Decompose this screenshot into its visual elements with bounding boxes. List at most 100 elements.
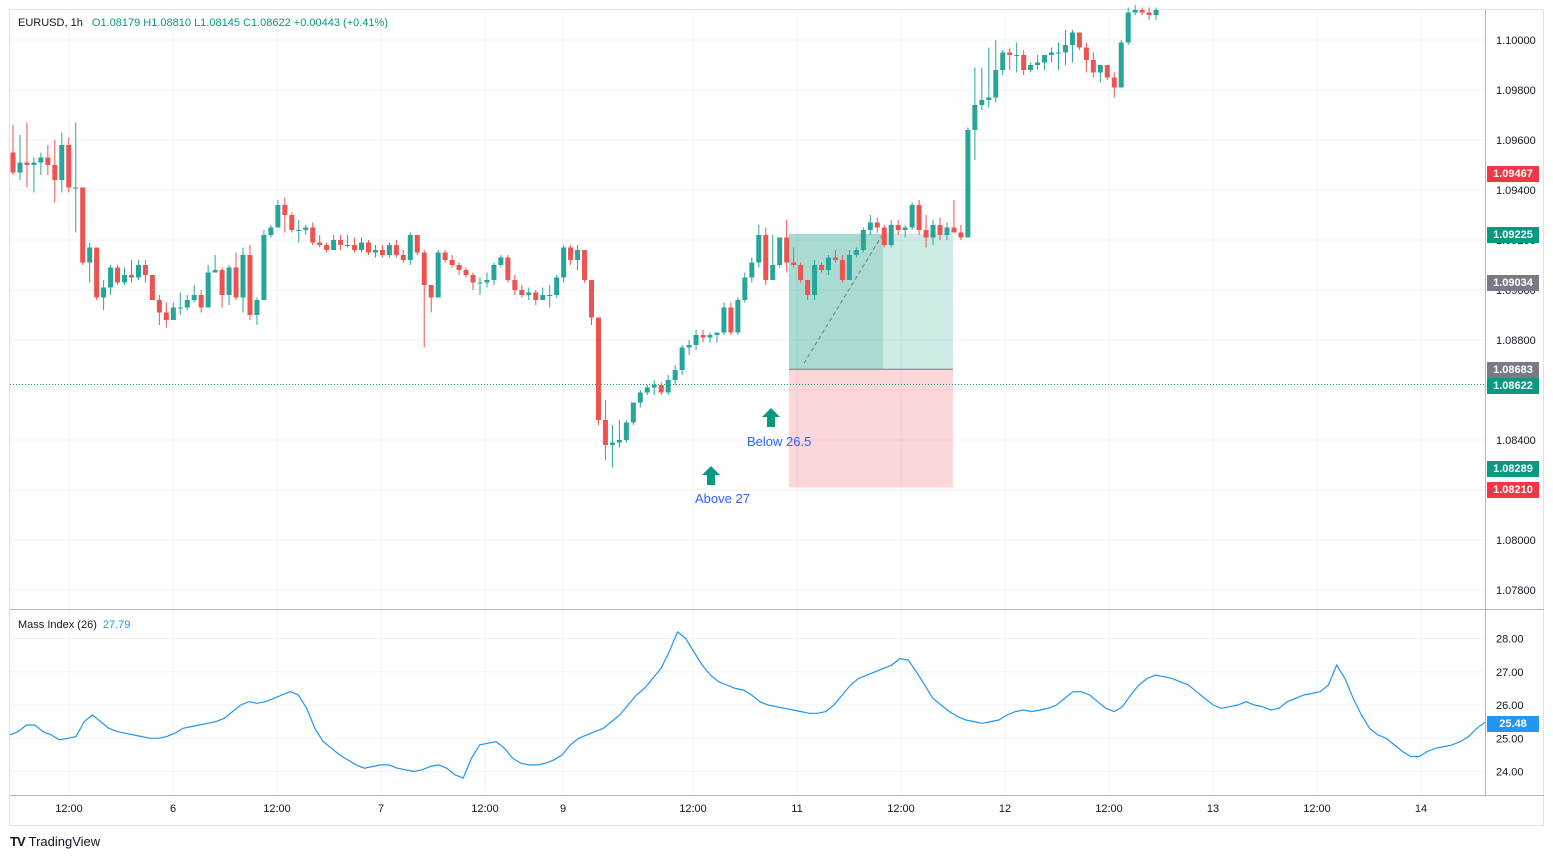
candle-body: [80, 187, 86, 263]
candle-body: [498, 257, 504, 265]
price-tick-label: 1.08000: [1496, 535, 1536, 547]
candle: [937, 217, 943, 240]
candle: [372, 245, 378, 258]
candle: [784, 220, 790, 273]
candle-body: [331, 240, 337, 250]
close-value: C1.08622: [243, 17, 291, 29]
candle-body: [233, 267, 239, 298]
time-tick-label: 12:00: [1303, 803, 1331, 815]
candle: [352, 237, 358, 253]
candle: [1007, 47, 1013, 70]
time-tick-label: 12: [999, 803, 1011, 815]
candle: [986, 47, 992, 108]
candle: [651, 380, 657, 395]
indicator-legend[interactable]: Mass Index (26) 27.79: [18, 619, 130, 631]
candle: [602, 400, 608, 460]
open-value: O1.08179: [91, 17, 141, 29]
candle: [1083, 42, 1089, 73]
candle-body: [324, 245, 330, 250]
candle-body: [289, 215, 295, 230]
price-tick-label: 1.09400: [1496, 185, 1536, 197]
candle-body: [672, 370, 678, 380]
candle: [1049, 47, 1055, 63]
candle-body: [547, 295, 553, 296]
candle: [45, 145, 51, 175]
candle: [289, 212, 295, 233]
candle: [1139, 7, 1145, 15]
candle: [122, 267, 128, 285]
brand-name: TradingView: [28, 834, 101, 849]
candle: [540, 287, 546, 300]
candle-body: [505, 257, 511, 280]
candle-body: [428, 285, 434, 298]
candle: [825, 255, 831, 275]
candle-body: [700, 335, 706, 338]
annotation-below-26-5: Below 26.5: [747, 434, 812, 449]
candle: [233, 252, 239, 300]
indicator-tick-label: 26.00: [1496, 700, 1524, 712]
candle-body: [310, 227, 316, 243]
candle: [226, 265, 232, 305]
time-tick-label: 12:00: [55, 803, 83, 815]
candle-body: [1090, 60, 1096, 73]
candle-body: [156, 300, 162, 313]
candle: [881, 225, 887, 248]
candle: [819, 262, 825, 273]
candle: [435, 250, 441, 298]
candle: [554, 275, 560, 298]
candle-body: [268, 227, 274, 235]
time-tick-label: 12:00: [263, 803, 291, 815]
profit-zone-filled: [789, 233, 883, 370]
candle-body: [1104, 65, 1110, 78]
candle-body: [1146, 12, 1152, 15]
symbol-header: EURUSD, 1h O1.08179 H1.08810 L1.08145 C1…: [18, 17, 388, 29]
candle-body: [205, 272, 211, 308]
candle: [930, 220, 936, 245]
candle-body: [128, 275, 134, 278]
candle-body: [651, 385, 657, 388]
candle-body: [644, 387, 650, 393]
time-tick-label: 12:00: [679, 803, 707, 815]
candle-body: [609, 442, 615, 445]
time-tick-label: 13: [1207, 803, 1219, 815]
candle-body: [219, 270, 225, 295]
candle: [331, 235, 337, 250]
low-value: L1.08145: [194, 17, 240, 29]
candle-body: [693, 335, 699, 345]
candle: [505, 255, 511, 283]
candle: [205, 265, 211, 308]
candle: [170, 302, 176, 320]
price-tag: 1.09225: [1487, 227, 1539, 243]
candle-body: [1069, 32, 1075, 45]
candle-body: [484, 280, 490, 283]
candle: [777, 237, 783, 268]
candle: [379, 245, 385, 258]
candle: [812, 260, 818, 300]
price-tick-label: 1.10000: [1496, 35, 1536, 47]
indicator-name: Mass Index (26): [18, 619, 97, 631]
candle: [52, 140, 58, 203]
candle: [359, 237, 364, 253]
candle: [219, 267, 225, 308]
candle: [972, 67, 978, 160]
brand[interactable]: TV TradingView: [10, 834, 100, 849]
candle-body: [582, 250, 588, 280]
candle: [1090, 52, 1096, 78]
candle: [832, 250, 838, 263]
candle: [400, 250, 406, 263]
candle: [108, 265, 114, 295]
candle-body: [1007, 52, 1013, 55]
candle-body: [191, 295, 197, 300]
candle: [700, 330, 706, 343]
time-tick-label: 12:00: [471, 803, 499, 815]
candle-body: [379, 250, 385, 255]
candle-body: [352, 245, 358, 250]
candle-body: [533, 292, 539, 300]
candle-body: [1042, 55, 1048, 63]
indicator-value: 27.79: [102, 619, 131, 631]
candle-body: [665, 380, 671, 393]
candle-body: [470, 275, 476, 283]
candle: [763, 227, 769, 285]
time-tick-label: 14: [1415, 803, 1427, 815]
